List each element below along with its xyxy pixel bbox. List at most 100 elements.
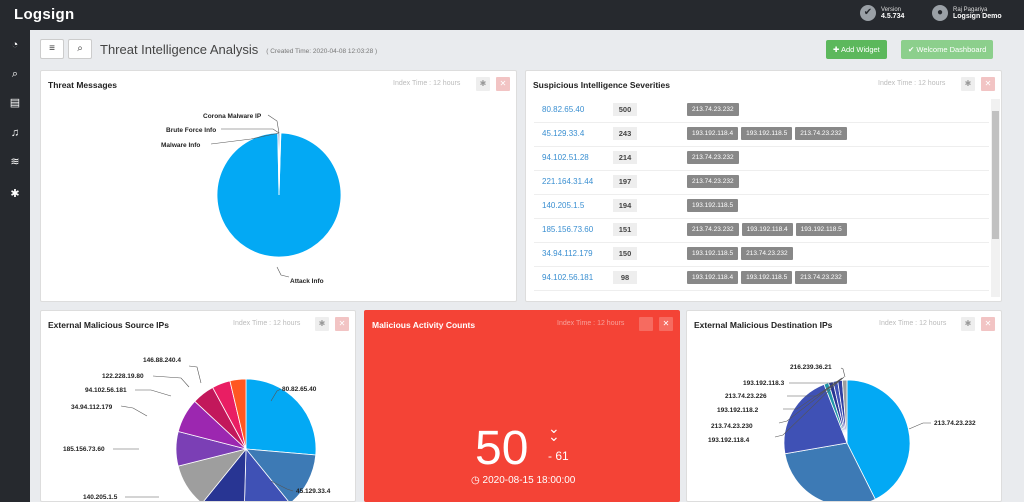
destination-tag[interactable]: 213.74.23.232 — [687, 151, 739, 164]
source-ip-link[interactable]: 185.156.73.60 — [542, 225, 594, 234]
destination-tag[interactable]: 213.74.23.232 — [795, 127, 847, 140]
widget-title: External Malicious Source IPs — [48, 320, 169, 330]
pie-slice[interactable] — [244, 447, 290, 502]
pie-label: Attack Info — [290, 278, 324, 285]
settings-icon[interactable]: ✱ — [961, 317, 975, 331]
source-ip-link[interactable]: 94.102.51.28 — [542, 153, 589, 162]
search-icon[interactable]: ⌕ — [11, 68, 19, 80]
user-avatar-icon: ● — [932, 5, 948, 21]
settings-icon[interactable]: ✱ — [961, 77, 975, 91]
pie-label: 213.74.23.230 — [711, 423, 753, 430]
destination-tag[interactable]: 193.192.118.4 — [687, 271, 739, 284]
id-card-icon[interactable]: ▤ — [9, 97, 21, 109]
user-menu[interactable]: ● Raj Pagariya Logsign Demo — [932, 5, 1002, 21]
destination-tag[interactable]: 193.192.118.5 — [741, 127, 793, 140]
count-badge: 197 — [613, 175, 637, 188]
table-row: 140.205.1.5 194 193.192.118.5 — [534, 195, 989, 219]
count-badge: 500 — [613, 103, 637, 116]
pie-slice[interactable] — [841, 379, 848, 444]
activity-timestamp: ◷ 2020-08-15 18:00:00 — [471, 475, 575, 486]
pie-slice[interactable] — [784, 442, 876, 502]
close-icon[interactable]: ✕ — [496, 77, 510, 91]
settings-icon[interactable]: ✱ — [476, 77, 490, 91]
destination-tag[interactable]: 193.192.118.5 — [687, 199, 739, 212]
check-icon: ✔ — [908, 45, 917, 54]
pie-slice[interactable] — [245, 378, 317, 456]
destination-tag[interactable]: 193.192.118.4 — [741, 223, 793, 236]
source-ip-link[interactable]: 140.205.1.5 — [542, 201, 585, 210]
scrollbar[interactable] — [991, 99, 1000, 297]
page-header: ≡ ⌕ Threat Intelligence Analysis ( Creat… — [40, 38, 377, 60]
gear-icon[interactable]: ✱ — [10, 188, 20, 200]
table-row: 185.156.73.60 151 213.74.23.232 193.192.118… — [534, 219, 989, 243]
pie-label: 34.94.112.179 — [71, 404, 113, 411]
source-ip-link[interactable]: 94.102.56.181 — [542, 273, 594, 282]
search-button[interactable]: ⌕ — [68, 39, 92, 59]
top-bar: Logsign ✔ Version 4.5.734 ● Raj Pagariya… — [0, 0, 1024, 30]
source-ips-chart: 80.82.65.40 45.129.33.4 140.205.1.5 185.… — [63, 357, 331, 502]
count-badge: 214 — [613, 151, 637, 164]
wifi-icon[interactable]: ≋ — [10, 156, 20, 168]
pie-label: 94.102.56.181 — [85, 387, 127, 394]
table-row: 45.129.33.4 243 193.192.118.4 193.192.118.5… — [534, 123, 989, 147]
pie-label: 193.192.118.3 — [743, 380, 785, 387]
index-time: Index Time : 12 hours — [393, 80, 461, 87]
bell-icon[interactable]: ♫ — [10, 127, 20, 139]
pie-label: 213.74.23.226 — [725, 393, 767, 400]
pie-label: 216.239.36.21 — [790, 364, 832, 371]
destination-tag[interactable]: 213.74.23.232 — [687, 223, 739, 236]
destination-tag[interactable]: 193.192.118.5 — [795, 223, 847, 236]
close-icon[interactable]: ✕ — [981, 77, 995, 91]
dest-ips-chart: 213.74.23.232 216.239.36.21 193.192.118.… — [708, 364, 976, 502]
source-ip-link[interactable]: 221.164.31.44 — [542, 177, 594, 186]
version-label: Version — [881, 6, 902, 13]
dashboard-icon[interactable]: ◔ — [11, 39, 19, 51]
destination-tag[interactable]: 193.192.118.5 — [687, 247, 739, 260]
add-widget-button[interactable]: ✚ Add Widget — [826, 40, 887, 59]
destination-tag[interactable]: 193.192.118.5 — [741, 271, 793, 284]
table-row: 94.102.51.28 214 213.74.23.232 — [534, 147, 989, 171]
source-ip-link[interactable]: 80.82.65.40 — [542, 105, 585, 114]
timestamp-text: 2020-08-15 18:00:00 — [482, 475, 576, 486]
pie-slice[interactable] — [846, 379, 911, 500]
destination-tags: 193.192.118.5 — [687, 199, 739, 212]
destination-tag[interactable]: 213.74.23.232 — [687, 175, 739, 188]
pie-leaders — [210, 114, 290, 278]
destination-tag[interactable]: 213.74.23.232 — [795, 271, 847, 284]
pie-slice[interactable] — [245, 448, 317, 502]
table-row: 80.82.65.40 500 213.74.23.232 — [534, 99, 989, 123]
destination-tags: 193.192.118.5 213.74.23.232 — [687, 247, 793, 260]
app-logo[interactable]: Logsign — [14, 6, 75, 23]
scrollbar-thumb[interactable] — [992, 111, 999, 239]
activity-counts-widget: Malicious Activity Counts Index Time : 1… — [364, 310, 680, 502]
double-chevron-down-icon: ⌄ ⌄ — [548, 420, 560, 444]
version-value: 4.5.734 — [881, 12, 905, 20]
destination-tag[interactable]: 213.74.23.232 — [687, 103, 739, 116]
widget-title: Threat Messages — [48, 80, 117, 90]
dest-ips-widget: External Malicious Destination IPs Index… — [686, 310, 1002, 502]
settings-icon[interactable]: ✱ — [315, 317, 329, 331]
close-icon[interactable]: ✕ — [335, 317, 349, 331]
activity-delta: - 61 — [548, 449, 569, 463]
destination-tag[interactable]: 193.192.118.4 — [687, 127, 739, 140]
source-ip-link[interactable]: 34.94.112.179 — [542, 249, 593, 258]
pie-slice[interactable] — [278, 132, 282, 196]
count-badge: 98 — [613, 271, 637, 284]
welcome-dashboard-button[interactable]: ✔ Welcome Dashboard — [901, 40, 994, 59]
table-row: 94.102.56.181 98 193.192.118.4 193.192.118.… — [534, 267, 989, 291]
destination-tags: 213.74.23.232 193.192.118.4 193.192.118.5 — [687, 223, 847, 236]
close-icon[interactable]: ✕ — [981, 317, 995, 331]
settings-icon[interactable] — [639, 317, 653, 331]
source-ip-link[interactable]: 45.129.33.4 — [542, 129, 585, 138]
destination-tags: 213.74.23.232 — [687, 175, 739, 188]
page-title: Threat Intelligence Analysis — [100, 41, 259, 57]
close-icon[interactable]: ✕ — [659, 317, 673, 331]
pie-slice[interactable] — [783, 383, 848, 455]
pie-slice[interactable] — [229, 378, 247, 450]
menu-button[interactable]: ≡ — [40, 39, 64, 59]
destination-tag[interactable]: 213.74.23.232 — [741, 247, 793, 260]
index-time: Index Time : 12 hours — [233, 320, 301, 327]
threat-messages-widget: Threat Messages Index Time : 12 hours ✱ … — [40, 70, 517, 302]
pie-slice[interactable] — [202, 447, 247, 502]
pie-leaders — [774, 367, 931, 438]
